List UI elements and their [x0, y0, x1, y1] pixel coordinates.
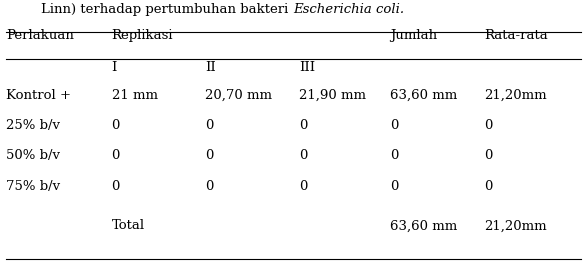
- Text: 20,70 mm: 20,70 mm: [205, 89, 272, 102]
- Text: Replikasi: Replikasi: [112, 29, 173, 42]
- Text: 0: 0: [112, 119, 120, 132]
- Text: 0: 0: [299, 180, 308, 193]
- Text: 0: 0: [299, 149, 308, 162]
- Text: 0: 0: [112, 180, 120, 193]
- Text: Total: Total: [112, 219, 144, 232]
- Text: Perlakuan: Perlakuan: [6, 29, 74, 42]
- Text: 21,20mm: 21,20mm: [484, 89, 547, 102]
- Text: II: II: [205, 61, 216, 74]
- Text: 75% b/v: 75% b/v: [6, 180, 60, 193]
- Text: III: III: [299, 61, 315, 74]
- Text: 0: 0: [484, 149, 492, 162]
- Text: 0: 0: [484, 119, 492, 132]
- Text: Escherichia coli.: Escherichia coli.: [293, 3, 404, 16]
- Text: I: I: [112, 61, 117, 74]
- Text: 0: 0: [390, 180, 399, 193]
- Text: 50% b/v: 50% b/v: [6, 149, 60, 162]
- Text: 0: 0: [112, 149, 120, 162]
- Text: 0: 0: [390, 119, 399, 132]
- Text: 25% b/v: 25% b/v: [6, 119, 60, 132]
- Text: 0: 0: [299, 119, 308, 132]
- Text: 21,90 mm: 21,90 mm: [299, 89, 366, 102]
- Text: 0: 0: [484, 180, 492, 193]
- Text: 63,60 mm: 63,60 mm: [390, 89, 458, 102]
- Text: 63,60 mm: 63,60 mm: [390, 219, 458, 232]
- Text: 0: 0: [205, 180, 214, 193]
- Text: 21 mm: 21 mm: [112, 89, 157, 102]
- Text: 0: 0: [205, 149, 214, 162]
- Text: Rata-rata: Rata-rata: [484, 29, 548, 42]
- Text: Kontrol +: Kontrol +: [6, 89, 71, 102]
- Text: Linn) terhadap pertumbuhan bakteri: Linn) terhadap pertumbuhan bakteri: [42, 3, 293, 16]
- Text: 0: 0: [390, 149, 399, 162]
- Text: Jumlah: Jumlah: [390, 29, 437, 42]
- Text: 21,20mm: 21,20mm: [484, 219, 547, 232]
- Text: 0: 0: [205, 119, 214, 132]
